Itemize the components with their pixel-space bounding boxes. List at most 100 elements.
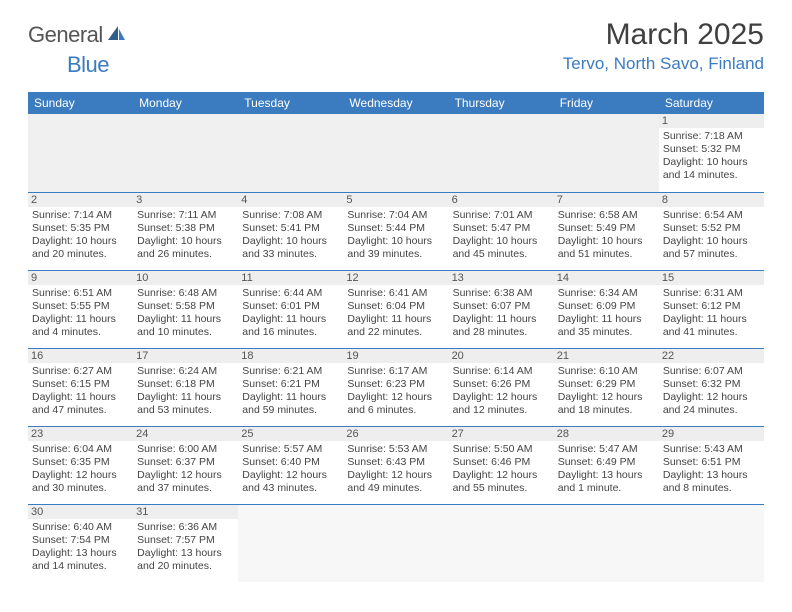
day-info: Sunrise: 7:14 AMSunset: 5:35 PMDaylight:…: [32, 209, 129, 262]
day-number: 18: [238, 349, 343, 363]
sunset-line: Sunset: 6:23 PM: [347, 378, 444, 391]
day-info: Sunrise: 7:01 AMSunset: 5:47 PMDaylight:…: [453, 209, 550, 262]
sunset-line: Sunset: 6:04 PM: [347, 300, 444, 313]
sunset-line: Sunset: 5:41 PM: [242, 222, 339, 235]
calendar-day-cell: 17Sunrise: 6:24 AMSunset: 6:18 PMDayligh…: [133, 348, 238, 426]
sunrise-line: Sunrise: 6:36 AM: [137, 521, 234, 534]
calendar-day-cell: 16Sunrise: 6:27 AMSunset: 6:15 PMDayligh…: [28, 348, 133, 426]
sunset-line: Sunset: 5:58 PM: [137, 300, 234, 313]
calendar-day-cell: 30Sunrise: 6:40 AMSunset: 7:54 PMDayligh…: [28, 504, 133, 582]
sunrise-line: Sunrise: 6:17 AM: [347, 365, 444, 378]
calendar-empty-cell: [238, 504, 343, 582]
calendar-day-cell: 15Sunrise: 6:31 AMSunset: 6:12 PMDayligh…: [659, 270, 764, 348]
day-info: Sunrise: 7:04 AMSunset: 5:44 PMDaylight:…: [347, 209, 444, 262]
calendar-empty-cell: [554, 114, 659, 192]
sunrise-line: Sunrise: 5:57 AM: [242, 443, 339, 456]
sunset-line: Sunset: 5:49 PM: [558, 222, 655, 235]
day-number: 3: [133, 193, 238, 207]
calendar-day-cell: 23Sunrise: 6:04 AMSunset: 6:35 PMDayligh…: [28, 426, 133, 504]
day-info: Sunrise: 5:57 AMSunset: 6:40 PMDaylight:…: [242, 443, 339, 496]
day-number: 4: [238, 193, 343, 207]
sunrise-line: Sunrise: 6:38 AM: [453, 287, 550, 300]
weekday-header: Sunday: [28, 92, 133, 114]
calendar-day-cell: 2 Sunrise: 7:14 AMSunset: 5:35 PMDaylight…: [28, 192, 133, 270]
day-info: Sunrise: 6:27 AMSunset: 6:15 PMDaylight:…: [32, 365, 129, 418]
calendar-day-cell: 9Sunrise: 6:51 AMSunset: 5:55 PMDaylight…: [28, 270, 133, 348]
calendar-day-cell: 24Sunrise: 6:00 AMSunset: 6:37 PMDayligh…: [133, 426, 238, 504]
daylight-line: Daylight: 11 hours and 53 minutes.: [137, 391, 234, 417]
sunset-line: Sunset: 6:15 PM: [32, 378, 129, 391]
calendar-day-cell: 11Sunrise: 6:44 AMSunset: 6:01 PMDayligh…: [238, 270, 343, 348]
calendar-day-cell: 8Sunrise: 6:54 AMSunset: 5:52 PMDaylight…: [659, 192, 764, 270]
day-info: Sunrise: 5:43 AMSunset: 6:51 PMDaylight:…: [663, 443, 760, 496]
logo: General: [28, 22, 127, 48]
daylight-line: Daylight: 11 hours and 4 minutes.: [32, 313, 129, 339]
calendar-day-cell: 18 Sunrise: 6:21 AMSunset: 6:21 PMDayligh…: [238, 348, 343, 426]
calendar-body: 1Sunrise: 7:18 AMSunset: 5:32 PMDaylight…: [28, 114, 764, 582]
calendar-day-cell: 10Sunrise: 6:48 AMSunset: 5:58 PMDayligh…: [133, 270, 238, 348]
sunrise-line: Sunrise: 5:50 AM: [453, 443, 550, 456]
sunset-line: Sunset: 5:38 PM: [137, 222, 234, 235]
daylight-line: Daylight: 11 hours and 59 minutes.: [242, 391, 339, 417]
day-number: 22: [659, 349, 764, 363]
sunrise-line: Sunrise: 6:31 AM: [663, 287, 760, 300]
day-number: 1: [659, 114, 764, 128]
calendar-empty-cell: [554, 504, 659, 582]
day-number: 24: [133, 427, 238, 441]
sunset-line: Sunset: 6:46 PM: [453, 456, 550, 469]
sunrise-line: Sunrise: 7:04 AM: [347, 209, 444, 222]
day-info: Sunrise: 5:53 AMSunset: 6:43 PMDaylight:…: [347, 443, 444, 496]
sunset-line: Sunset: 6:12 PM: [663, 300, 760, 313]
day-info: Sunrise: 5:47 AMSunset: 6:49 PMDaylight:…: [558, 443, 655, 496]
sunset-line: Sunset: 6:51 PM: [663, 456, 760, 469]
day-number: 20: [449, 349, 554, 363]
sunset-line: Sunset: 5:47 PM: [453, 222, 550, 235]
day-info: Sunrise: 6:07 AMSunset: 6:32 PMDaylight:…: [663, 365, 760, 418]
sunrise-line: Sunrise: 6:21 AM: [242, 365, 339, 378]
day-number: 31: [133, 505, 238, 519]
daylight-line: Daylight: 11 hours and 47 minutes.: [32, 391, 129, 417]
sunset-line: Sunset: 6:43 PM: [347, 456, 444, 469]
calendar-day-cell: 4Sunrise: 7:08 AMSunset: 5:41 PMDaylight…: [238, 192, 343, 270]
sunrise-line: Sunrise: 6:07 AM: [663, 365, 760, 378]
day-info: Sunrise: 6:14 AMSunset: 6:26 PMDaylight:…: [453, 365, 550, 418]
day-info: Sunrise: 6:48 AMSunset: 5:58 PMDaylight:…: [137, 287, 234, 340]
logo-text-general: General: [28, 22, 103, 48]
sunset-line: Sunset: 6:09 PM: [558, 300, 655, 313]
daylight-line: Daylight: 11 hours and 10 minutes.: [137, 313, 234, 339]
day-number: 27: [449, 427, 554, 441]
sunset-line: Sunset: 6:49 PM: [558, 456, 655, 469]
calendar-day-cell: 28 Sunrise: 5:47 AMSunset: 6:49 PMDayligh…: [554, 426, 659, 504]
calendar-day-cell: 31Sunrise: 6:36 AMSunset: 7:57 PMDayligh…: [133, 504, 238, 582]
daylight-line: Daylight: 11 hours and 28 minutes.: [453, 313, 550, 339]
daylight-line: Daylight: 13 hours and 14 minutes.: [32, 547, 129, 573]
calendar-row: 9Sunrise: 6:51 AMSunset: 5:55 PMDaylight…: [28, 270, 764, 348]
calendar-table: SundayMondayTuesdayWednesdayThursdayFrid…: [28, 92, 764, 582]
calendar-day-cell: 29Sunrise: 5:43 AMSunset: 6:51 PMDayligh…: [659, 426, 764, 504]
sunrise-line: Sunrise: 6:14 AM: [453, 365, 550, 378]
sunrise-line: Sunrise: 6:41 AM: [347, 287, 444, 300]
sunrise-line: Sunrise: 6:48 AM: [137, 287, 234, 300]
day-number: 28: [554, 427, 659, 441]
day-number: 8: [659, 193, 764, 207]
sunset-line: Sunset: 5:55 PM: [32, 300, 129, 313]
day-number: 2: [28, 193, 133, 207]
daylight-line: Daylight: 10 hours and 45 minutes.: [453, 235, 550, 261]
weekday-header: Thursday: [449, 92, 554, 114]
day-info: Sunrise: 6:04 AMSunset: 6:35 PMDaylight:…: [32, 443, 129, 496]
daylight-line: Daylight: 11 hours and 16 minutes.: [242, 313, 339, 339]
day-info: Sunrise: 6:10 AMSunset: 6:29 PMDaylight:…: [558, 365, 655, 418]
sunrise-line: Sunrise: 6:10 AM: [558, 365, 655, 378]
day-info: Sunrise: 6:34 AMSunset: 6:09 PMDaylight:…: [558, 287, 655, 340]
sunset-line: Sunset: 5:35 PM: [32, 222, 129, 235]
calendar-row: 1Sunrise: 7:18 AMSunset: 5:32 PMDaylight…: [28, 114, 764, 192]
day-number: 9: [28, 271, 133, 285]
calendar-day-cell: 12Sunrise: 6:41 AMSunset: 6:04 PMDayligh…: [343, 270, 448, 348]
day-info: Sunrise: 5:50 AMSunset: 6:46 PMDaylight:…: [453, 443, 550, 496]
sunset-line: Sunset: 6:21 PM: [242, 378, 339, 391]
daylight-line: Daylight: 12 hours and 49 minutes.: [347, 469, 444, 495]
location-subtitle: Tervo, North Savo, Finland: [563, 54, 764, 74]
day-number: 30: [28, 505, 133, 519]
daylight-line: Daylight: 10 hours and 33 minutes.: [242, 235, 339, 261]
day-info: Sunrise: 6:58 AMSunset: 5:49 PMDaylight:…: [558, 209, 655, 262]
